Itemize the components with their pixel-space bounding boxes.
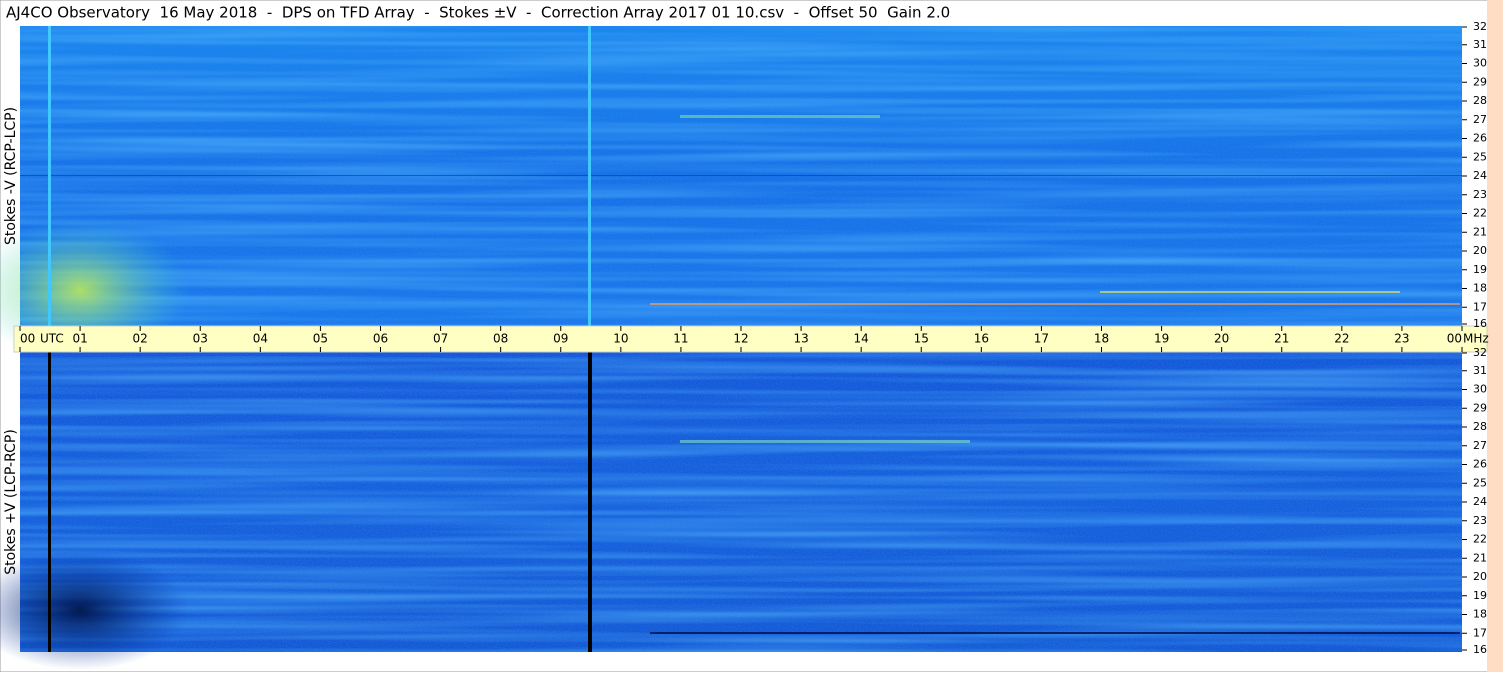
x-tick-label: 05 xyxy=(313,332,328,346)
y-tick-label: 19 xyxy=(1473,589,1487,602)
burst xyxy=(0,550,190,670)
panel-bottom xyxy=(0,352,1462,670)
y-tick-label: 27 xyxy=(1473,113,1487,126)
x-tick-label: 09 xyxy=(553,332,568,346)
x-tick-label: 11 xyxy=(673,332,688,346)
y-tick-label: 18 xyxy=(1473,282,1487,295)
streak xyxy=(650,632,1460,634)
y-unit: MHz xyxy=(1463,332,1489,346)
y-tick-label: 25 xyxy=(1473,150,1487,163)
y-tick-label: 16 xyxy=(1473,317,1487,330)
x-tick-label: 14 xyxy=(854,332,869,346)
y-tick-label: 22 xyxy=(1473,533,1487,546)
y-tick-label: 29 xyxy=(1473,401,1487,414)
time-axis xyxy=(13,325,1488,353)
y-tick-label: 29 xyxy=(1473,75,1487,88)
streak xyxy=(650,303,1460,305)
vline xyxy=(588,352,592,652)
x-tick-label: 06 xyxy=(373,332,388,346)
y-tick-label: 23 xyxy=(1473,514,1487,527)
y-tick-label: 24 xyxy=(1473,169,1487,182)
right-strip xyxy=(1487,0,1503,672)
y-tick-label: 28 xyxy=(1473,94,1487,107)
y-tick-label: 22 xyxy=(1473,207,1487,220)
x-tick-label: 00 xyxy=(1447,332,1462,346)
x-tick-label: 04 xyxy=(253,332,268,346)
y-tick-label: 16 xyxy=(1473,643,1487,656)
vline xyxy=(48,26,51,326)
x-tick-label: 19 xyxy=(1154,332,1169,346)
y-tick-label: 21 xyxy=(1473,225,1487,238)
y-tick-label: 31 xyxy=(1473,38,1487,51)
y-tick-label: 26 xyxy=(1473,132,1487,145)
streak xyxy=(20,175,1462,176)
burst xyxy=(0,220,190,360)
y-tick-label: 20 xyxy=(1473,570,1487,583)
vline xyxy=(48,352,51,652)
x-tick-label: 22 xyxy=(1334,332,1349,346)
y-tick-label: 23 xyxy=(1473,188,1487,201)
y-tick-label: 24 xyxy=(1473,495,1487,508)
x-tick-label: 02 xyxy=(133,332,148,346)
x-tick-label: 20 xyxy=(1214,332,1229,346)
y-tick-label: 32 xyxy=(1473,346,1487,359)
chart-title: AJ4CO Observatory 16 May 2018 - DPS on T… xyxy=(6,4,950,22)
x-tick-label: 15 xyxy=(914,332,929,346)
x-unit: UTC xyxy=(40,332,64,346)
y-tick-label: 31 xyxy=(1473,364,1487,377)
y-tick-label: 30 xyxy=(1473,383,1487,396)
x-tick-label: 17 xyxy=(1034,332,1049,346)
streak xyxy=(1100,291,1400,293)
x-tick-label: 07 xyxy=(433,332,448,346)
y-tick-label: 17 xyxy=(1473,626,1487,639)
y-tick-label: 30 xyxy=(1473,57,1487,70)
vline xyxy=(588,26,591,326)
y-tick-label: 32 xyxy=(1473,20,1487,33)
texture xyxy=(20,352,1462,652)
y-tick-label: 27 xyxy=(1473,439,1487,452)
y-tick-label: 20 xyxy=(1473,244,1487,257)
x-tick-label: 18 xyxy=(1094,332,1109,346)
y-axis-label: Stokes -V (RCP-LCP) xyxy=(3,107,19,245)
x-tick-label: 10 xyxy=(613,332,628,346)
y-tick-label: 19 xyxy=(1473,263,1487,276)
y-tick-label: 28 xyxy=(1473,420,1487,433)
x-tick-label: 16 xyxy=(974,332,989,346)
x-tick-label: 03 xyxy=(193,332,208,346)
y-tick-label: 25 xyxy=(1473,476,1487,489)
y-tick-label: 21 xyxy=(1473,551,1487,564)
x-tick-label: 13 xyxy=(793,332,808,346)
streak xyxy=(680,115,880,118)
y-axis-label: Stokes +V (LCP-RCP) xyxy=(3,429,19,575)
x-tick-label: 00 xyxy=(20,332,35,346)
streak xyxy=(680,440,970,443)
x-tick-label: 08 xyxy=(493,332,508,346)
x-tick-label: 23 xyxy=(1394,332,1409,346)
panel-top xyxy=(0,26,1462,360)
y-tick-label: 17 xyxy=(1473,300,1487,313)
y-tick-label: 26 xyxy=(1473,458,1487,471)
x-tick-label: 01 xyxy=(72,332,87,346)
x-tick-label: 21 xyxy=(1274,332,1289,346)
x-tick-label: 12 xyxy=(733,332,748,346)
y-tick-label: 18 xyxy=(1473,608,1487,621)
